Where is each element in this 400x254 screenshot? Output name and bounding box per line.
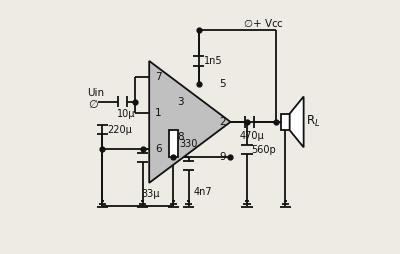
Text: $\varnothing$: $\varnothing$	[88, 98, 99, 110]
Text: 5: 5	[219, 79, 226, 89]
Text: 1: 1	[155, 108, 162, 118]
Text: 10μ: 10μ	[118, 109, 136, 119]
Text: 9: 9	[219, 152, 226, 163]
Polygon shape	[149, 61, 230, 183]
Text: R$_L$: R$_L$	[306, 114, 320, 130]
Bar	[280, 114, 290, 130]
Text: 6: 6	[155, 144, 162, 154]
Text: 560p: 560p	[252, 145, 276, 155]
Text: 33μ: 33μ	[142, 189, 160, 199]
Text: 330: 330	[179, 138, 197, 149]
Text: 8: 8	[177, 132, 184, 142]
Text: 220μ: 220μ	[107, 124, 132, 135]
Text: 1n5: 1n5	[204, 56, 223, 66]
Text: 4n7: 4n7	[193, 187, 212, 197]
Text: 470μ: 470μ	[239, 131, 264, 141]
Text: 7: 7	[155, 72, 162, 83]
Text: 2: 2	[219, 117, 226, 127]
Text: 3: 3	[177, 97, 184, 107]
Polygon shape	[290, 97, 304, 147]
Bar	[169, 130, 178, 157]
Text: Uin: Uin	[87, 88, 104, 99]
Text: $\varnothing$+ Vcc: $\varnothing$+ Vcc	[243, 17, 284, 29]
